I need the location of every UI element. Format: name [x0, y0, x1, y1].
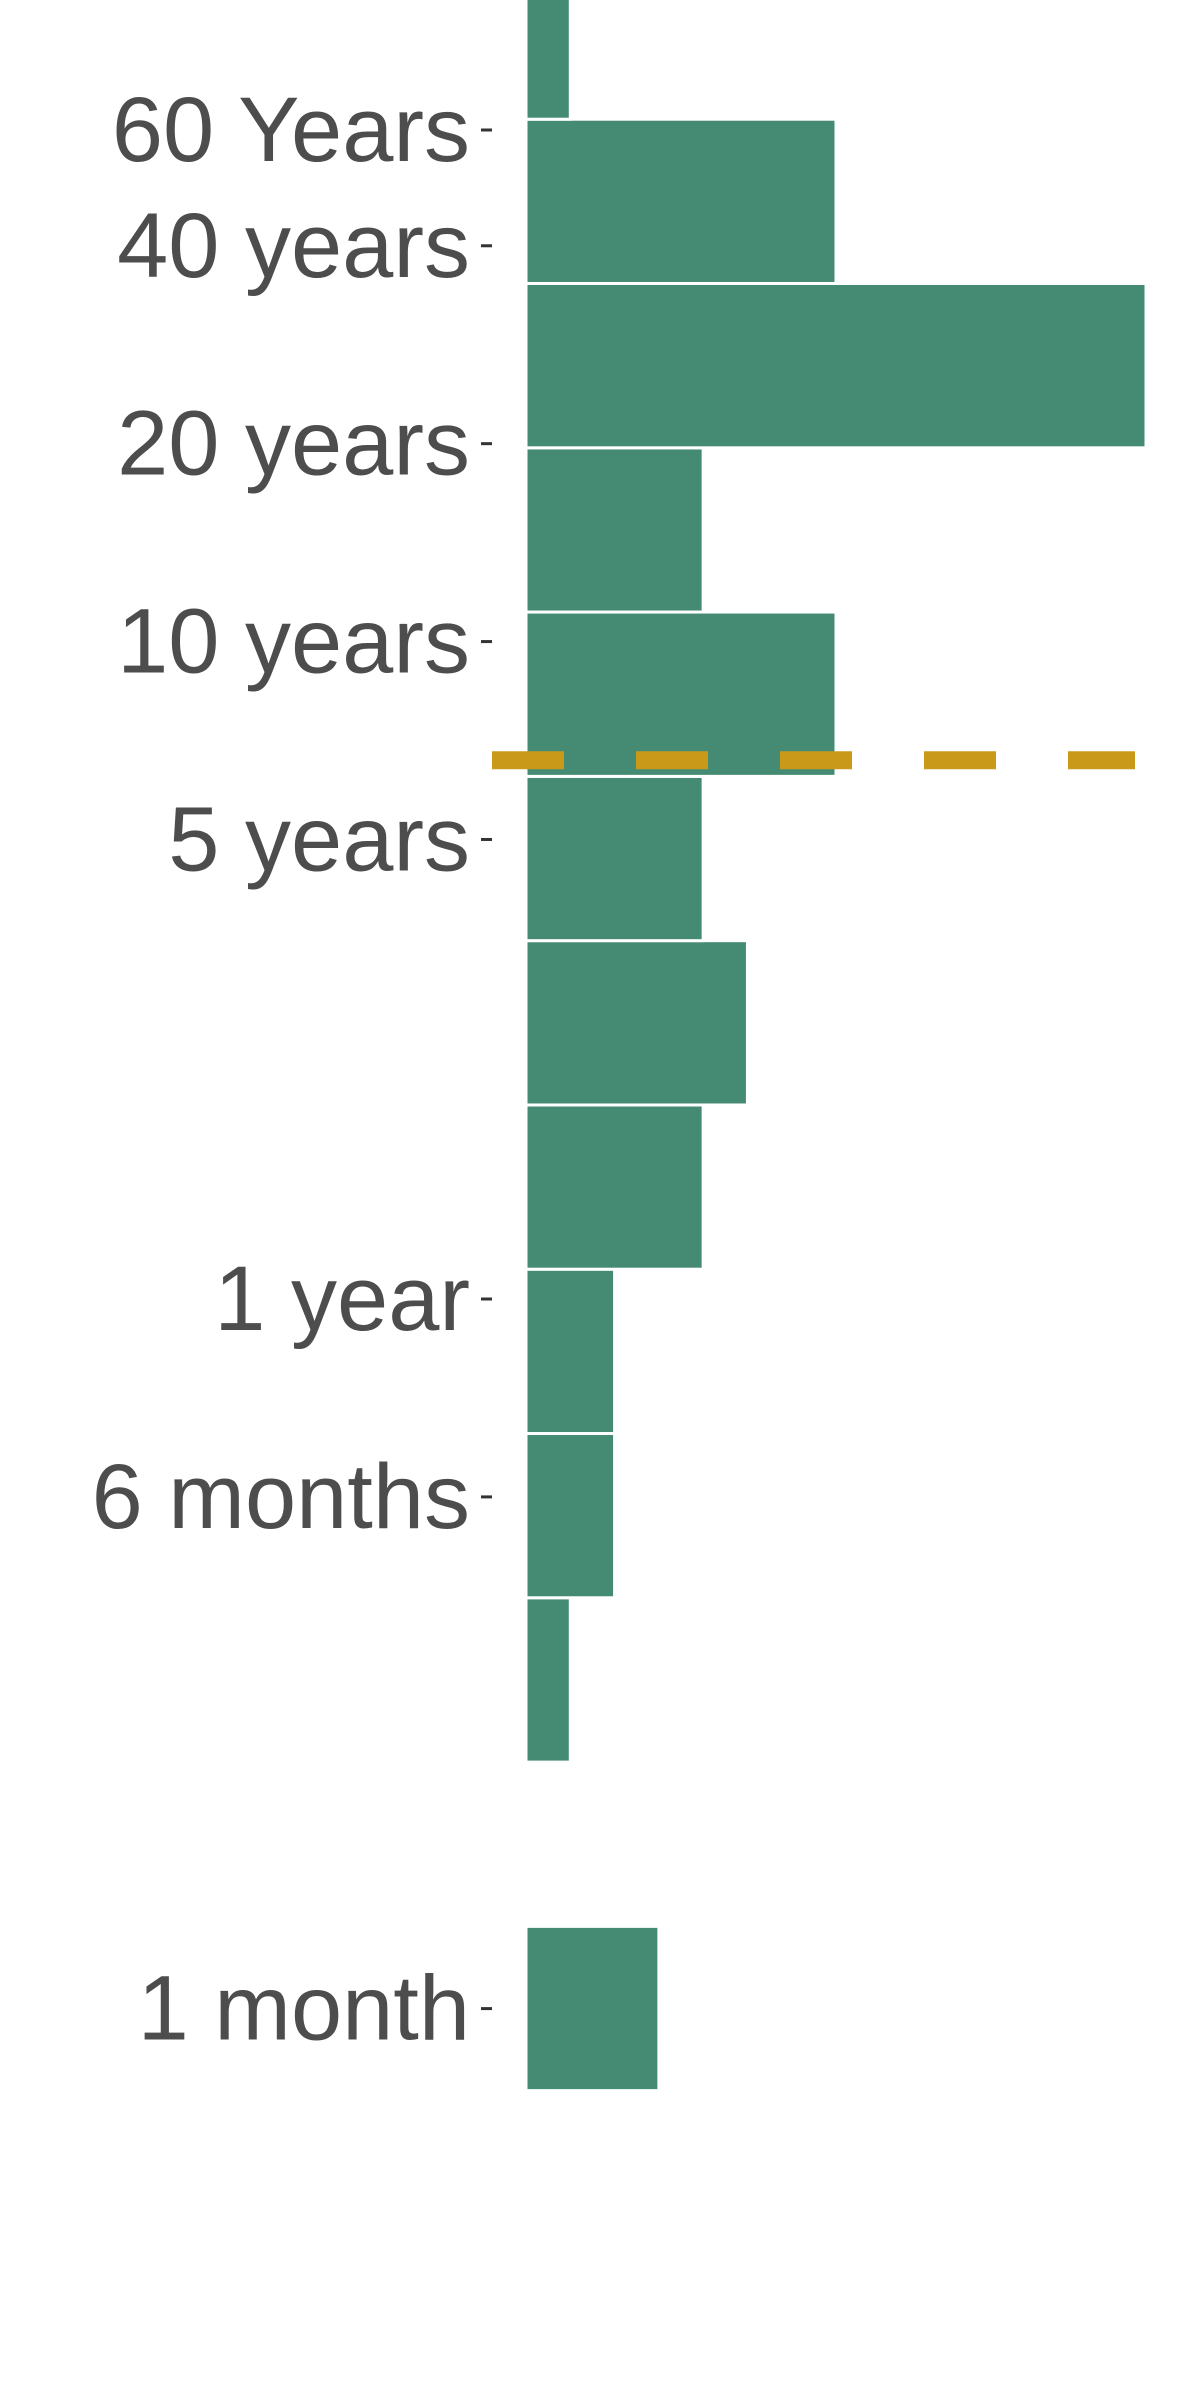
y-tick-label: 5 years	[168, 788, 470, 890]
histogram-bar	[524, 610, 838, 778]
histogram-bar	[524, 0, 572, 121]
bars-layer	[524, 0, 1148, 2093]
histogram-bar	[524, 1267, 617, 1436]
histogram-bar	[524, 939, 749, 1107]
y-tick-label: 20 years	[117, 393, 470, 495]
y-tick-label: 1 month	[138, 1958, 470, 2060]
y-tick-label: 60 Years	[112, 79, 470, 181]
y-tick-label: 1 year	[214, 1248, 470, 1350]
y-tick-label: 6 months	[92, 1446, 470, 1548]
histogram-bar	[524, 281, 1148, 450]
histogram-bar	[524, 1432, 617, 1600]
histogram-bar	[524, 446, 705, 614]
histogram-bar	[524, 1924, 661, 2093]
histogram-bar	[524, 774, 705, 943]
y-axis: 60 Years 40 years 20 years 10 years 5 years 1…	[92, 79, 492, 2060]
y-tick-label: 40 years	[117, 195, 470, 297]
histogram-bar	[524, 1596, 572, 1764]
histogram-bar	[524, 1103, 705, 1271]
histogram-bar	[524, 117, 838, 285]
y-tick-label: 10 years	[117, 591, 470, 693]
